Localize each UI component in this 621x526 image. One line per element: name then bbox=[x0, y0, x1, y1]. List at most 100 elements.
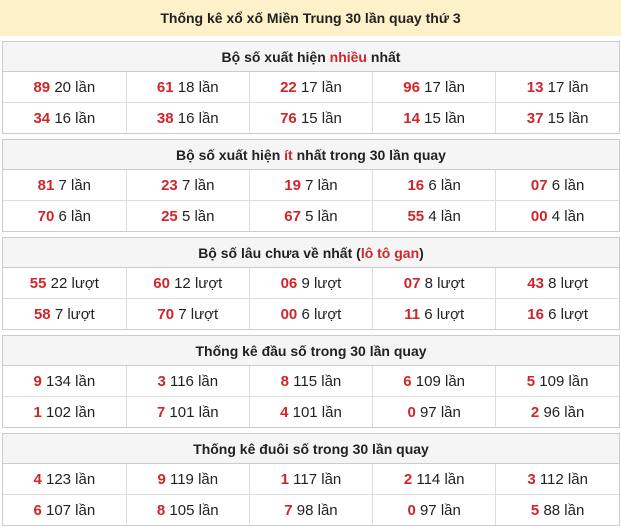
stat-cell: 89 20 lần bbox=[3, 71, 127, 103]
stat-cell: 4 123 lần bbox=[3, 463, 127, 495]
count-text: 96 lần bbox=[543, 403, 585, 421]
count-text: 114 lần bbox=[416, 470, 465, 488]
stats-table: Bộ số lâu chưa về nhất (lô tô gan) 55 22 … bbox=[3, 238, 619, 329]
stat-cell: 37 15 lần bbox=[495, 102, 619, 133]
count-text: 123 lần bbox=[45, 470, 96, 488]
count-text: 101 lần bbox=[292, 403, 342, 421]
stat-cell: 5 109 lần bbox=[495, 365, 619, 397]
count-text: 18 lần bbox=[177, 78, 219, 96]
stat-cell: 25 5 lần bbox=[125, 200, 250, 231]
stat-cell: 00 4 lần bbox=[495, 200, 619, 231]
stat-cell: 55 22 lượt bbox=[3, 267, 127, 299]
count-text: 98 lần bbox=[296, 501, 338, 519]
lottery-number: 13 bbox=[526, 78, 544, 96]
stats-table: Thống kê đầu số trong 30 lần quay 9 134 l… bbox=[3, 336, 619, 427]
count-text: 88 lần bbox=[543, 501, 585, 519]
table-row: 81 7 lần 23 7 lần 19 7 lần 16 6 lần 07 6 lần bbox=[3, 169, 619, 201]
count-text: 7 lượt bbox=[54, 305, 95, 323]
heading-text: Bộ số xuất hiện bbox=[221, 48, 330, 65]
count-text: 9 lượt bbox=[301, 274, 342, 292]
stat-cell: 7 101 lần bbox=[125, 396, 250, 427]
lottery-number: 96 bbox=[403, 78, 420, 96]
count-text: 105 lần bbox=[169, 501, 219, 519]
heading-text: Thống kê đuôi số trong 30 lần quay bbox=[193, 440, 429, 457]
count-text: 8 lượt bbox=[548, 274, 588, 292]
lottery-number: 00 bbox=[530, 207, 548, 225]
stats-section: Bộ số lâu chưa về nhất (lô tô gan) 55 22 … bbox=[2, 237, 620, 330]
table-row: 55 22 lượt 60 12 lượt 06 9 lượt 07 8 lượt 43… bbox=[3, 267, 619, 299]
stat-cell: 23 7 lần bbox=[125, 169, 250, 201]
stat-cell: 16 6 lần bbox=[372, 169, 497, 201]
lottery-number: 06 bbox=[280, 274, 298, 292]
heading-highlight: nhiều bbox=[329, 48, 367, 65]
lottery-number: 19 bbox=[284, 176, 301, 194]
heading-highlight: ít bbox=[284, 146, 293, 163]
lottery-number: 60 bbox=[153, 274, 170, 292]
stat-cell: 67 5 lần bbox=[248, 200, 374, 231]
count-text: 109 lần bbox=[415, 372, 466, 390]
count-text: 6 lượt bbox=[548, 305, 588, 323]
count-text: 97 lần bbox=[419, 501, 461, 519]
table-row: 58 7 lượt 70 7 lượt 00 6 lượt 11 6 lượt 16 6… bbox=[3, 298, 619, 329]
lottery-number: 55 bbox=[29, 274, 47, 292]
stat-cell: 11 6 lượt bbox=[372, 298, 497, 329]
stat-cell: 22 17 lần bbox=[248, 71, 374, 103]
table-row: 89 20 lần 61 18 lần 22 17 lần 96 17 lần 13 1… bbox=[3, 71, 619, 103]
lottery-number: 8 bbox=[280, 372, 289, 390]
count-text: 20 lần bbox=[54, 78, 96, 96]
lottery-number: 3 bbox=[157, 372, 166, 390]
table-row: 70 6 lần 25 5 lần 67 5 lần 55 4 lần 00 4 lần bbox=[3, 200, 619, 231]
lottery-number: 23 bbox=[161, 176, 178, 194]
stat-cell: 07 8 lượt bbox=[372, 267, 497, 299]
stat-cell: 2 96 lần bbox=[495, 396, 619, 427]
lottery-number: 5 bbox=[530, 501, 540, 519]
stats-section: Bộ số xuất hiện nhiều nhất 89 20 lần 61 18… bbox=[2, 41, 620, 134]
stats-section: Bộ số xuất hiện ít nhất trong 30 lần qua… bbox=[2, 139, 620, 232]
count-text: 17 lần bbox=[300, 78, 342, 96]
count-text: 119 lần bbox=[169, 470, 219, 488]
lottery-number: 22 bbox=[280, 78, 297, 96]
stat-cell: 70 7 lượt bbox=[125, 298, 250, 329]
stat-cell: 5 88 lần bbox=[495, 494, 619, 525]
stat-cell: 1 102 lần bbox=[3, 396, 127, 427]
lottery-number: 7 bbox=[284, 501, 293, 519]
count-text: 6 lần bbox=[551, 176, 585, 194]
stats-table: Bộ số xuất hiện ít nhất trong 30 lần qua… bbox=[3, 140, 619, 231]
count-text: 7 lượt bbox=[178, 305, 219, 323]
stats-section: Thống kê đầu số trong 30 lần quay 9 134 l… bbox=[2, 335, 620, 428]
lottery-number: 11 bbox=[404, 305, 421, 323]
stat-cell: 43 8 lượt bbox=[495, 267, 619, 299]
stat-cell: 9 134 lần bbox=[3, 365, 127, 397]
stat-cell: 76 15 lần bbox=[248, 102, 374, 133]
lottery-number: 58 bbox=[33, 305, 51, 323]
lottery-number: 8 bbox=[156, 501, 166, 519]
lottery-number: 9 bbox=[33, 372, 42, 390]
stat-cell: 0 97 lần bbox=[372, 396, 497, 427]
stat-cell: 19 7 lần bbox=[248, 169, 374, 201]
stat-cell: 81 7 lần bbox=[3, 169, 127, 201]
lottery-number: 70 bbox=[37, 207, 55, 225]
lottery-number: 37 bbox=[526, 109, 544, 127]
heading-text: ) bbox=[419, 244, 424, 261]
lottery-number: 2 bbox=[403, 470, 413, 488]
count-text: 16 lần bbox=[54, 109, 96, 127]
lottery-number: 9 bbox=[157, 470, 166, 488]
stat-cell: 60 12 lượt bbox=[125, 267, 250, 299]
section-heading: Bộ số xuất hiện nhiều nhất bbox=[3, 42, 619, 72]
count-text: 7 lần bbox=[305, 176, 338, 194]
count-text: 102 lần bbox=[45, 403, 96, 421]
lottery-number: 3 bbox=[527, 470, 536, 488]
lottery-number: 4 bbox=[280, 403, 289, 421]
stat-cell: 96 17 lần bbox=[372, 71, 497, 103]
stat-cell: 3 112 lần bbox=[495, 463, 619, 495]
lottery-number: 0 bbox=[407, 403, 416, 421]
stat-cell: 00 6 lượt bbox=[248, 298, 374, 329]
lottery-number: 00 bbox=[280, 305, 298, 323]
count-text: 17 lần bbox=[547, 78, 589, 96]
count-text: 6 lần bbox=[58, 207, 92, 225]
stat-cell: 8 115 lần bbox=[248, 365, 374, 397]
heading-text: nhất bbox=[367, 48, 401, 65]
lottery-number: 1 bbox=[280, 470, 289, 488]
heading-text: nhất trong 30 lần quay bbox=[292, 146, 446, 163]
stat-cell: 9 119 lần bbox=[125, 463, 250, 495]
